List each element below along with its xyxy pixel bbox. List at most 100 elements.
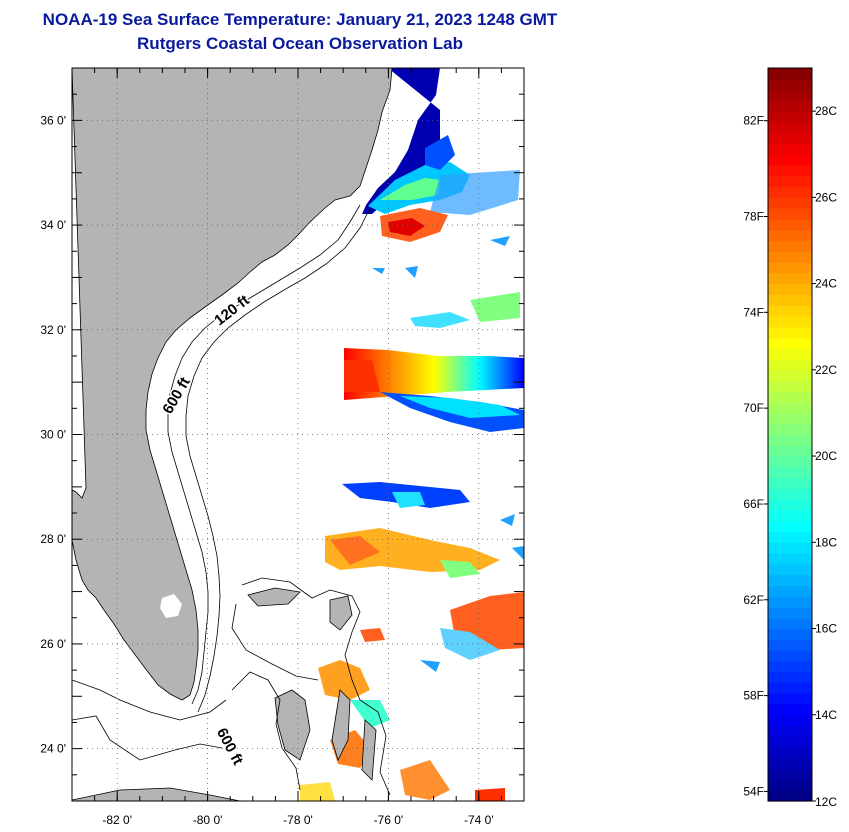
colorbar-band xyxy=(768,693,812,705)
celsius-label: 28C xyxy=(815,104,837,118)
colorbar-band xyxy=(768,412,812,425)
isobath-lines xyxy=(72,204,391,796)
celsius-label: 14C xyxy=(815,708,837,722)
sst-patch-27n-east-b xyxy=(440,628,500,660)
fahrenheit-label: 62F xyxy=(743,593,764,607)
colorbar-band xyxy=(768,391,812,403)
isobath-keys xyxy=(72,679,227,721)
sst-patch-south-red xyxy=(475,788,505,801)
colorbar-band xyxy=(768,359,812,371)
colorbar-band xyxy=(768,305,812,317)
sst-patch-hatteras-blue xyxy=(425,135,455,170)
sst-patch-mid-33n-b xyxy=(470,292,520,322)
lat-tick-label: 34 0' xyxy=(40,218,66,232)
sst-patch-south-b xyxy=(300,782,335,801)
colorbar-band xyxy=(768,380,812,392)
isobath-bahamas-b xyxy=(231,671,301,791)
colorbar-band xyxy=(768,262,812,274)
isobath-120ft xyxy=(167,204,361,705)
fahrenheit-label: 54F xyxy=(743,784,764,798)
colorbar-band xyxy=(768,165,812,177)
celsius-label: 20C xyxy=(815,449,837,463)
colorbar-band xyxy=(768,121,812,134)
colorbar-band xyxy=(768,143,812,155)
isobath-600ft xyxy=(185,207,371,713)
sst-patch-hatteras-green xyxy=(380,178,440,200)
lon-tick-label: -78 0' xyxy=(283,813,313,827)
colorbar-band xyxy=(768,154,812,166)
colorbar-band xyxy=(768,445,812,457)
colorbar-band xyxy=(768,477,812,489)
colorbar-band xyxy=(768,369,812,382)
colorbar-band xyxy=(768,671,812,684)
colorbar-band xyxy=(768,348,812,360)
map-title: NOAA-19 Sea Surface Temperature: January… xyxy=(42,10,558,29)
sst-patch-28n-green xyxy=(440,560,480,578)
colorbar-band xyxy=(768,531,812,543)
colorbar-band xyxy=(768,639,812,651)
map-frame xyxy=(71,67,525,802)
celsius-label: 26C xyxy=(815,190,837,204)
sst-patch-bahamas-c xyxy=(350,700,390,728)
sst-patch-28n-orange xyxy=(330,536,380,565)
colorbar-band xyxy=(768,175,812,188)
colorbar-band xyxy=(768,423,812,436)
colorbar-band xyxy=(768,68,812,80)
colorbar-band xyxy=(768,606,812,619)
isobath-bahamas-a xyxy=(241,577,391,796)
map-subtitle: Rutgers Coastal Ocean Observation Lab xyxy=(137,34,463,53)
colorbar-band xyxy=(768,736,812,748)
colorbar-band xyxy=(768,757,812,770)
colorbar-band xyxy=(768,563,812,576)
lon-tick-label: -80 0' xyxy=(193,813,223,827)
colorbar-band xyxy=(768,682,812,694)
colorbar-band xyxy=(768,132,812,145)
colorbar-band xyxy=(768,434,812,446)
lon-tick-label: -76 0' xyxy=(374,813,404,827)
colorbar-band xyxy=(768,574,812,587)
lon-tick-label: -74 0' xyxy=(464,813,494,827)
sst-data-layer xyxy=(300,68,524,801)
colorbar-band xyxy=(768,240,812,252)
us-mainland xyxy=(72,68,393,701)
cuba xyxy=(72,787,241,801)
sst-patch-east-band xyxy=(430,170,520,215)
colorbar-band xyxy=(768,229,812,242)
colorbar-band xyxy=(768,337,812,349)
lat-tick-label: 36 0' xyxy=(40,113,66,127)
fahrenheit-label: 66F xyxy=(743,497,764,511)
isobath-bahamas-c xyxy=(231,603,319,681)
colorbar-band xyxy=(768,78,812,91)
colorbar-band xyxy=(768,111,812,123)
colorbar-band xyxy=(768,725,812,737)
lat-tick-label: 32 0' xyxy=(40,323,66,337)
bahamas-grand xyxy=(247,587,301,607)
colorbar-band xyxy=(768,768,812,781)
colorbar-band xyxy=(768,315,812,328)
colorbar-band xyxy=(768,89,812,101)
colorbar-band xyxy=(768,326,812,339)
colorbar-band xyxy=(768,402,812,414)
colorbar-band xyxy=(768,283,812,295)
colorbar-band xyxy=(768,218,812,231)
colorbar-band xyxy=(768,779,812,791)
isobath-keys-b xyxy=(72,715,223,761)
colorbar-band xyxy=(768,628,812,640)
colorbar-band xyxy=(768,553,812,565)
colorbar-band xyxy=(768,456,812,468)
lat-tick-label: 28 0' xyxy=(40,532,66,546)
sst-patch-31n-cyan xyxy=(400,396,520,418)
colorbar-band xyxy=(768,714,812,727)
colorbar-band xyxy=(768,186,812,198)
fahrenheit-label: 82F xyxy=(743,114,764,128)
bahamas-cat xyxy=(361,719,377,781)
colorbar-band xyxy=(768,272,812,285)
sst-patch-29n-cyan xyxy=(392,492,425,508)
celsius-label: 22C xyxy=(815,363,837,377)
colorbar-band xyxy=(768,747,812,759)
colorbar-band xyxy=(768,617,812,630)
map-grid xyxy=(72,68,524,801)
lat-tick-label: 30 0' xyxy=(40,428,66,442)
colorbar-frame xyxy=(767,67,813,802)
